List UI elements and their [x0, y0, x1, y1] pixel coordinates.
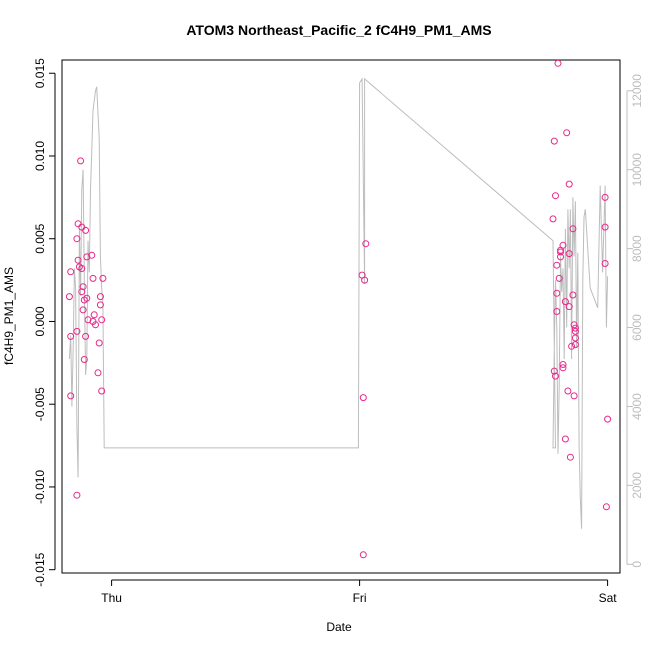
data-point [567, 454, 573, 460]
chart-title: ATOM3 Northeast_Pacific_2 fC4H9_PM1_AMS [186, 22, 491, 38]
data-point [100, 275, 106, 281]
y-tick-label: 0.015 [33, 58, 47, 88]
y-tick-label: 0.000 [33, 306, 47, 336]
line-series [69, 79, 607, 529]
y2-tick-label: 0 [630, 561, 644, 568]
data-point [68, 393, 74, 399]
y-axis-left: -0.015 -0.010 -0.005 0.000 0.005 0.010 0.015 [33, 58, 55, 587]
data-point [555, 60, 561, 66]
data-point [572, 342, 578, 348]
data-point [74, 492, 80, 498]
y-tick-label: 0.005 [33, 223, 47, 253]
y2-tick-label: 8000 [630, 235, 644, 262]
y2-tick-label: 4000 [630, 393, 644, 420]
data-point [99, 317, 105, 323]
x-tick-label: Fri [353, 591, 367, 605]
data-point [75, 221, 81, 227]
data-point [553, 193, 559, 199]
series-line [69, 79, 607, 529]
y-axis-right: 0 2000 4000 6000 8000 10000 12000 [627, 74, 644, 568]
y2-tick-label: 2000 [630, 472, 644, 499]
data-point [78, 158, 84, 164]
y2-tick-label: 10000 [630, 153, 644, 187]
data-point [565, 388, 571, 394]
data-point [605, 416, 611, 422]
y-tick-label: -0.005 [33, 387, 47, 421]
plot-frame [62, 60, 620, 573]
y-tick-label: 0.010 [33, 141, 47, 171]
data-point [564, 130, 570, 136]
data-point [90, 275, 96, 281]
data-point [550, 216, 556, 222]
x-tick-label: Thu [101, 591, 122, 605]
data-point [96, 340, 102, 346]
x-axis-label: Date [326, 620, 352, 634]
data-point [566, 181, 572, 187]
y-tick-label: -0.015 [33, 552, 47, 586]
data-point [91, 312, 97, 318]
data-point [571, 393, 577, 399]
data-point [360, 552, 366, 558]
data-point [360, 395, 366, 401]
data-point [551, 138, 557, 144]
y2-tick-label: 12000 [630, 74, 644, 108]
y2-tick-label: 6000 [630, 314, 644, 341]
y-axis-label: fC4H9_PM1_AMS [2, 267, 16, 365]
data-point [554, 290, 560, 296]
x-tick-label: Sat [599, 591, 618, 605]
data-point [95, 370, 101, 376]
x-axis: Thu Fri Sat [101, 580, 617, 605]
y-tick-label: -0.010 [33, 470, 47, 504]
data-point [603, 504, 609, 510]
data-point [562, 436, 568, 442]
data-point [572, 335, 578, 341]
data-point [68, 269, 74, 275]
data-point [554, 262, 560, 268]
scatter-series [66, 60, 610, 558]
data-point [66, 294, 72, 300]
